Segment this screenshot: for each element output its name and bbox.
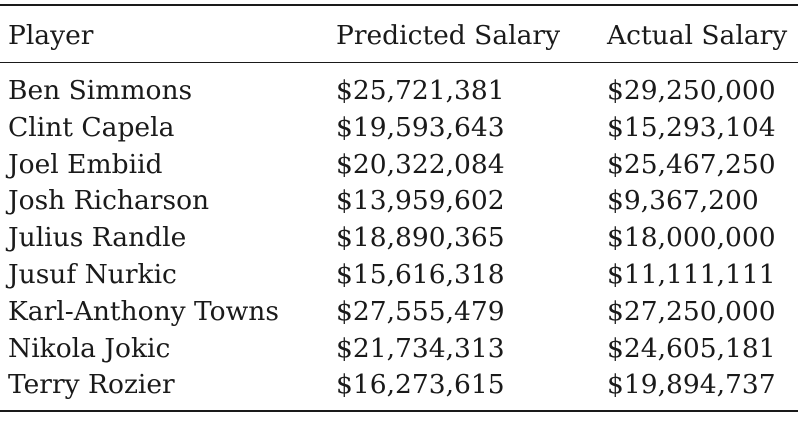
- player-name: Josh Richarson: [8, 185, 210, 217]
- predicted-salary: $18,890,365: [336, 222, 505, 254]
- actual-salary: $18,000,000: [607, 222, 776, 254]
- table-row: Jusuf Nurkic $15,616,318 $11,111,111: [0, 257, 798, 294]
- table-row: Josh Richarson $13,959,602 $9,367,200: [0, 183, 798, 220]
- table-row: Ben Simmons $25,721,381 $29,250,000: [0, 73, 798, 110]
- actual-salary: $27,250,000: [607, 295, 776, 327]
- actual-salary: $15,293,104: [607, 111, 776, 143]
- table-row: Terry Rozier $16,273,615 $19,894,737: [0, 367, 798, 404]
- bottom-rule: [0, 410, 798, 413]
- predicted-salary: $13,959,602: [336, 185, 505, 217]
- player-name: Clint Capela: [8, 111, 175, 143]
- salary-table: Player Predicted Salary Actual Salary Be…: [0, 4, 798, 413]
- player-name: Terry Rozier: [8, 369, 175, 401]
- header-actual-salary: Actual Salary: [607, 20, 788, 51]
- player-name: Karl-Anthony Towns: [8, 295, 279, 327]
- predicted-salary: $19,593,643: [336, 111, 505, 143]
- actual-salary: $11,111,111: [607, 258, 776, 290]
- player-name: Jusuf Nurkic: [8, 258, 177, 290]
- actual-salary: $29,250,000: [607, 75, 776, 106]
- predicted-salary: $20,322,084: [336, 148, 505, 180]
- player-name: Nikola Jokic: [8, 332, 171, 364]
- table-row: Joel Embiid $20,322,084 $25,467,250: [0, 147, 798, 184]
- predicted-salary: $21,734,313: [336, 332, 505, 364]
- actual-salary: $24,605,181: [607, 332, 776, 364]
- actual-salary: $9,367,200: [607, 185, 759, 217]
- table-row: Clint Capela $19,593,643 $15,293,104: [0, 110, 798, 147]
- predicted-salary: $15,616,318: [336, 258, 505, 290]
- predicted-salary: $25,721,381: [336, 75, 505, 106]
- table-row: Karl-Anthony Towns $27,555,479 $27,250,0…: [0, 294, 798, 331]
- table-row: Julius Randle $18,890,365 $18,000,000: [0, 220, 798, 257]
- predicted-salary: $16,273,615: [336, 369, 505, 401]
- header-row: Player Predicted Salary Actual Salary: [0, 6, 798, 56]
- actual-salary: $25,467,250: [607, 148, 776, 180]
- header-rule: [0, 62, 798, 63]
- salary-table-grid: Player Predicted Salary Actual Salary: [0, 6, 798, 56]
- player-name: Joel Embiid: [8, 148, 163, 180]
- player-name: Julius Randle: [8, 222, 187, 254]
- actual-salary: $19,894,737: [607, 369, 776, 401]
- header-predicted-salary: Predicted Salary: [336, 20, 561, 51]
- top-rule: [0, 4, 798, 6]
- table-row: Nikola Jokic $21,734,313 $24,605,181: [0, 331, 798, 368]
- salary-table-body: Ben Simmons $25,721,381 $29,250,000 Clin…: [0, 73, 798, 404]
- predicted-salary: $27,555,479: [336, 295, 505, 327]
- header-player: Player: [8, 20, 94, 51]
- player-name: Ben Simmons: [8, 75, 193, 106]
